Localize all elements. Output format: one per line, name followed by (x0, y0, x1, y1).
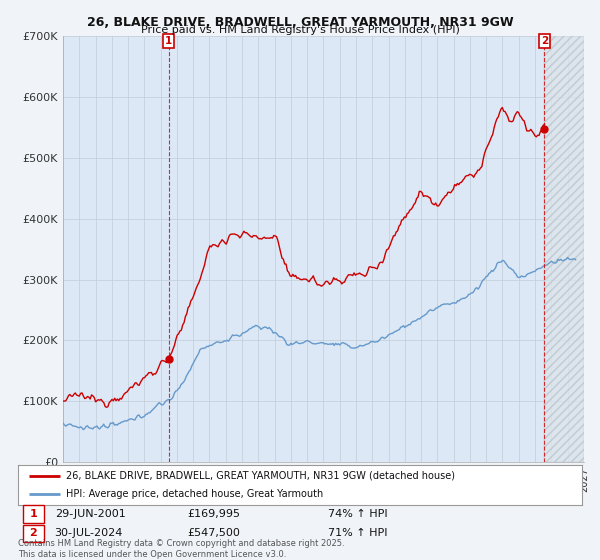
Text: HPI: Average price, detached house, Great Yarmouth: HPI: Average price, detached house, Grea… (66, 489, 323, 499)
Text: £169,995: £169,995 (187, 509, 240, 519)
Text: Contains HM Land Registry data © Crown copyright and database right 2025.
This d: Contains HM Land Registry data © Crown c… (18, 539, 344, 559)
Text: 1: 1 (165, 36, 172, 46)
Text: 30-JUL-2024: 30-JUL-2024 (55, 528, 123, 538)
Text: 74% ↑ HPI: 74% ↑ HPI (328, 509, 388, 519)
FancyBboxPatch shape (23, 525, 44, 542)
FancyBboxPatch shape (23, 505, 44, 522)
Text: Price paid vs. HM Land Registry's House Price Index (HPI): Price paid vs. HM Land Registry's House … (140, 25, 460, 35)
Text: 26, BLAKE DRIVE, BRADWELL, GREAT YARMOUTH, NR31 9GW (detached house): 26, BLAKE DRIVE, BRADWELL, GREAT YARMOUT… (66, 471, 455, 480)
Text: 2: 2 (29, 528, 37, 538)
Text: 1: 1 (29, 509, 37, 519)
Text: 2: 2 (541, 36, 548, 46)
Text: 26, BLAKE DRIVE, BRADWELL, GREAT YARMOUTH, NR31 9GW: 26, BLAKE DRIVE, BRADWELL, GREAT YARMOUT… (86, 16, 514, 29)
Text: 29-JUN-2001: 29-JUN-2001 (55, 509, 125, 519)
Text: 71% ↑ HPI: 71% ↑ HPI (328, 528, 388, 538)
Text: £547,500: £547,500 (187, 528, 240, 538)
